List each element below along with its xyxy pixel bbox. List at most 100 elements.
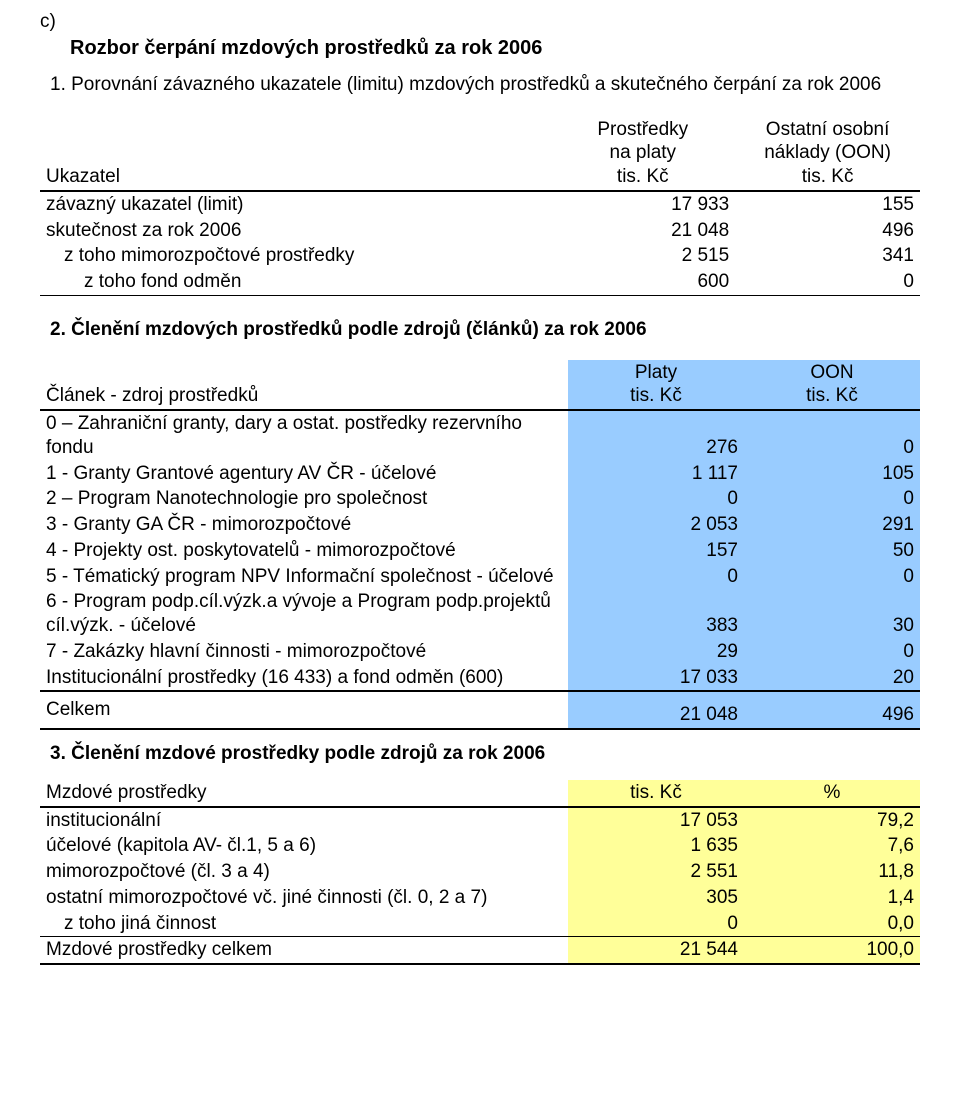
cell-label: 3 - Granty GA ČR - mimorozpočtové — [40, 512, 568, 538]
cell-value: 496 — [744, 691, 920, 729]
cell-value: 21 544 — [568, 937, 744, 964]
cell-label: 0 – Zahraniční granty, dary a ostat. pos… — [40, 410, 568, 461]
cell-value: 0 — [568, 564, 744, 590]
table-row: 6 - Program podp.cíl.výzk.a vývoje a Pro… — [40, 589, 920, 639]
cell-value: 1 635 — [568, 833, 744, 859]
table-row-total: Mzdové prostředky celkem 21 544 100,0 — [40, 937, 920, 964]
col-header-oon: OON tis. Kč — [744, 360, 920, 411]
header-line: na platy — [556, 141, 729, 165]
table-row: 7 - Zakázky hlavní činnosti - mimorozpoč… — [40, 639, 920, 665]
col-header-oon: Ostatní osobní náklady (OON) tis. Kč — [735, 117, 920, 191]
cell-value: 17 933 — [550, 191, 735, 218]
cell-value: 0 — [568, 911, 744, 937]
header-line: náklady (OON) — [741, 141, 914, 165]
table-row: z toho fond odměn 600 0 — [40, 269, 920, 295]
header-line: tis. Kč — [741, 165, 914, 189]
col-header-ukazatel: Ukazatel — [40, 117, 550, 191]
cell-label: závazný ukazatel (limit) — [40, 191, 550, 218]
header-line: OON — [750, 361, 914, 385]
cell-label: Institucionální prostředky (16 433) a fo… — [40, 665, 568, 692]
table-ukazatel: Ukazatel Prostředky na platy tis. Kč Ost… — [40, 117, 920, 296]
cell-value: 50 — [744, 538, 920, 564]
cell-label: skutečnost za rok 2006 — [40, 218, 550, 244]
table-row: z toho mimorozpočtové prostředky 2 515 3… — [40, 243, 920, 269]
cell-label: z toho mimorozpočtové prostředky — [40, 243, 550, 269]
cell-label: 5 - Tématický program NPV Informační spo… — [40, 564, 568, 590]
cell-value: 30 — [744, 589, 920, 639]
cell-value: 155 — [735, 191, 920, 218]
cell-value: 0,0 — [744, 911, 920, 937]
table-row: Článek - zdroj prostředků Platy tis. Kč … — [40, 360, 920, 411]
cell-value: 2 515 — [550, 243, 735, 269]
table-row: mimorozpočtové (čl. 3 a 4) 2 551 11,8 — [40, 859, 920, 885]
table-row: 1 - Granty Grantové agentury AV ČR - úče… — [40, 461, 920, 487]
cell-value: 0 — [744, 486, 920, 512]
cell-value: 11,8 — [744, 859, 920, 885]
table-row: ostatní mimorozpočtové vč. jiné činnosti… — [40, 885, 920, 911]
table-row: závazný ukazatel (limit) 17 933 155 — [40, 191, 920, 218]
table-row: z toho jiná činnost 0 0,0 — [40, 911, 920, 937]
cell-value: 0 — [744, 564, 920, 590]
cell-label: institucionální — [40, 807, 568, 834]
paragraph-3: 3. Členění mzdové prostředky podle zdroj… — [50, 742, 920, 766]
col-header-tis-kc: tis. Kč — [568, 780, 744, 807]
cell-label: z toho jiná činnost — [40, 911, 568, 937]
header-line: tis. Kč — [574, 384, 738, 408]
header-line: Platy — [574, 361, 738, 385]
section-label-c: c) — [40, 10, 920, 34]
cell-value: 1,4 — [744, 885, 920, 911]
col-header-percent: % — [744, 780, 920, 807]
table-row: účelové (kapitola AV- čl.1, 5 a 6) 1 635… — [40, 833, 920, 859]
cell-value: 305 — [568, 885, 744, 911]
cell-label: z toho fond odměn — [40, 269, 550, 295]
cell-value: 21 048 — [568, 691, 744, 729]
cell-value: 0 — [568, 486, 744, 512]
header-line: Prostředky — [556, 118, 729, 142]
cell-label: Celkem — [40, 691, 568, 729]
header-line: tis. Kč — [556, 165, 729, 189]
col-header-prostredky: Prostředky na platy tis. Kč — [550, 117, 735, 191]
cell-value: 341 — [735, 243, 920, 269]
table-row: 4 - Projekty ost. poskytovatelů - mimoro… — [40, 538, 920, 564]
table-row: 3 - Granty GA ČR - mimorozpočtové 2 053 … — [40, 512, 920, 538]
table-row: 2 – Program Nanotechnologie pro společno… — [40, 486, 920, 512]
cell-value: 20 — [744, 665, 920, 692]
cell-label: Mzdové prostředky celkem — [40, 937, 568, 964]
cell-value: 17 053 — [568, 807, 744, 834]
paragraph-1: 1. Porovnání závazného ukazatele (limitu… — [50, 73, 920, 97]
table-row: Ukazatel Prostředky na platy tis. Kč Ost… — [40, 117, 920, 191]
cell-label: ostatní mimorozpočtové vč. jiné činnosti… — [40, 885, 568, 911]
cell-value: 291 — [744, 512, 920, 538]
table-row-total: Celkem 21 048 496 — [40, 691, 920, 729]
cell-label: 2 – Program Nanotechnologie pro společno… — [40, 486, 568, 512]
cell-label: 4 - Projekty ost. poskytovatelů - mimoro… — [40, 538, 568, 564]
cell-value: 1 117 — [568, 461, 744, 487]
cell-label: 1 - Granty Grantové agentury AV ČR - úče… — [40, 461, 568, 487]
col-header-platy: Platy tis. Kč — [568, 360, 744, 411]
col-header-mzdove: Mzdové prostředky — [40, 780, 568, 807]
cell-value: 2 053 — [568, 512, 744, 538]
cell-value: 21 048 — [550, 218, 735, 244]
col-header-clanek: Článek - zdroj prostředků — [40, 360, 568, 411]
table-mzdove: Mzdové prostředky tis. Kč % institucioná… — [40, 780, 920, 965]
cell-label: účelové (kapitola AV- čl.1, 5 a 6) — [40, 833, 568, 859]
cell-value: 105 — [744, 461, 920, 487]
cell-value: 276 — [568, 410, 744, 461]
cell-value: 383 — [568, 589, 744, 639]
paragraph-2: 2. Členění mzdových prostředků podle zdr… — [50, 318, 920, 342]
cell-label: 6 - Program podp.cíl.výzk.a vývoje a Pro… — [40, 589, 568, 639]
table-row: institucionální 17 053 79,2 — [40, 807, 920, 834]
cell-value: 0 — [735, 269, 920, 295]
cell-value: 2 551 — [568, 859, 744, 885]
cell-value: 496 — [735, 218, 920, 244]
table-row: skutečnost za rok 2006 21 048 496 — [40, 218, 920, 244]
cell-label: 7 - Zakázky hlavní činnosti - mimorozpoč… — [40, 639, 568, 665]
header-line: Ostatní osobní — [741, 118, 914, 142]
table-clanek: Článek - zdroj prostředků Platy tis. Kč … — [40, 360, 920, 731]
cell-value: 157 — [568, 538, 744, 564]
table-row: 0 – Zahraniční granty, dary a ostat. pos… — [40, 410, 920, 461]
cell-value: 7,6 — [744, 833, 920, 859]
table-row: Institucionální prostředky (16 433) a fo… — [40, 665, 920, 692]
header-line: tis. Kč — [750, 384, 914, 408]
cell-value: 17 033 — [568, 665, 744, 692]
